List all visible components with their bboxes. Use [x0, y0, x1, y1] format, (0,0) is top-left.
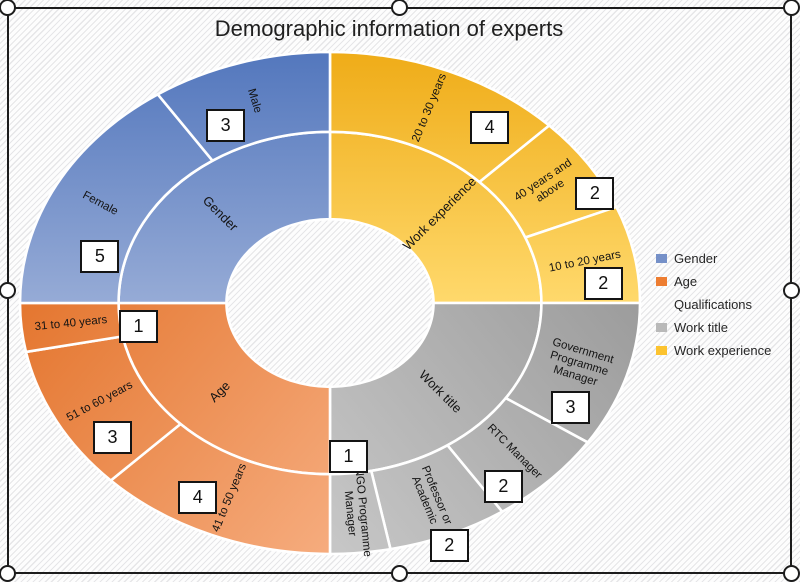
value-box-female[interactable]: 5: [80, 240, 120, 274]
value-box-31-to-40-years[interactable]: 1: [119, 310, 159, 344]
legend-swatch-gender: [656, 254, 667, 263]
value-box-51-to-60-years[interactable]: 3: [93, 420, 132, 454]
legend-item-qualifications[interactable]: Qualifications: [656, 293, 771, 316]
resize-handle-middle-right[interactable]: [783, 282, 800, 299]
value-box-40-years-and-above[interactable]: 2: [575, 176, 615, 210]
chart-title: Demographic information of experts: [214, 16, 564, 41]
value-box-male[interactable]: 3: [206, 108, 246, 142]
legend: Gender Age Qualifications Work title Work ex…: [656, 247, 771, 362]
value-box-41-to-50-years[interactable]: 4: [178, 480, 218, 514]
resize-handle-bottom-right[interactable]: [783, 565, 800, 582]
value-box-government-programme-manager[interactable]: 3: [550, 391, 590, 425]
legend-item-work-title[interactable]: Work title: [656, 316, 771, 339]
legend-label-gender: Gender: [674, 251, 718, 266]
legend-swatch-work-experience: [656, 346, 667, 355]
legend-label-work-title: Work title: [674, 320, 728, 335]
legend-label-age: Age: [674, 274, 698, 289]
value-box-ngo-programme-manager[interactable]: 1: [329, 439, 369, 473]
value-box-20-to-30-years[interactable]: 4: [470, 110, 510, 144]
legend-item-work-experience[interactable]: Work experience: [656, 339, 771, 362]
legend-label-qualifications: Qualifications: [674, 297, 753, 312]
value-box-10-to-20-years[interactable]: 2: [583, 267, 623, 301]
resize-handle-bottom-middle[interactable]: [391, 565, 408, 582]
legend-item-gender[interactable]: Gender: [656, 247, 771, 270]
value-box-rtc-manager[interactable]: 2: [483, 469, 523, 503]
legend-swatch-work-title: [656, 323, 667, 332]
legend-label-work-experience: Work experience: [674, 343, 772, 358]
legend-swatch-qualifications: [656, 300, 667, 309]
segment-male[interactable]: [156, 50, 332, 162]
legend-swatch-age: [656, 277, 667, 286]
legend-item-age[interactable]: Age: [656, 270, 771, 293]
value-box-professor-or-academic[interactable]: 2: [429, 529, 469, 563]
